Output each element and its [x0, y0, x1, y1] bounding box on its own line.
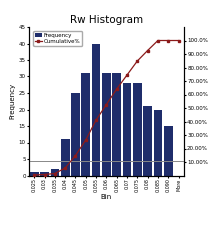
Bar [81, 73, 90, 176]
Cumulative% [105, 103, 108, 106]
Cumulative% [33, 174, 36, 176]
Cumulative% [177, 39, 180, 42]
Cumulative% [64, 167, 67, 169]
Cumulative% [157, 39, 159, 42]
Line: Cumulative%: Cumulative% [33, 39, 180, 176]
Cumulative% [95, 119, 97, 121]
Bar [50, 169, 59, 176]
Cumulative% [43, 173, 46, 176]
Cumulative% [146, 49, 149, 52]
Bar [102, 73, 111, 176]
Bar [123, 83, 131, 176]
Bar [143, 106, 152, 176]
Cumulative% [84, 139, 87, 141]
Cumulative% [167, 39, 170, 42]
Bar [153, 110, 162, 176]
Legend: Frequency, Cumulative%: Frequency, Cumulative% [33, 31, 82, 46]
Cumulative% [54, 172, 56, 175]
Bar [40, 172, 49, 176]
Cumulative% [74, 154, 77, 157]
Bar [164, 126, 173, 176]
Y-axis label: Frequency: Frequency [10, 83, 16, 119]
Cumulative% [136, 60, 139, 62]
Bar [133, 83, 142, 176]
Bar [71, 93, 80, 176]
Cumulative% [115, 88, 118, 90]
Cumulative% [126, 74, 128, 76]
X-axis label: Bin: Bin [101, 194, 112, 200]
Bar [61, 139, 70, 176]
Title: Rw Histogram: Rw Histogram [70, 15, 143, 25]
Bar [30, 172, 39, 176]
Bar [92, 43, 101, 176]
Bar [112, 73, 121, 176]
